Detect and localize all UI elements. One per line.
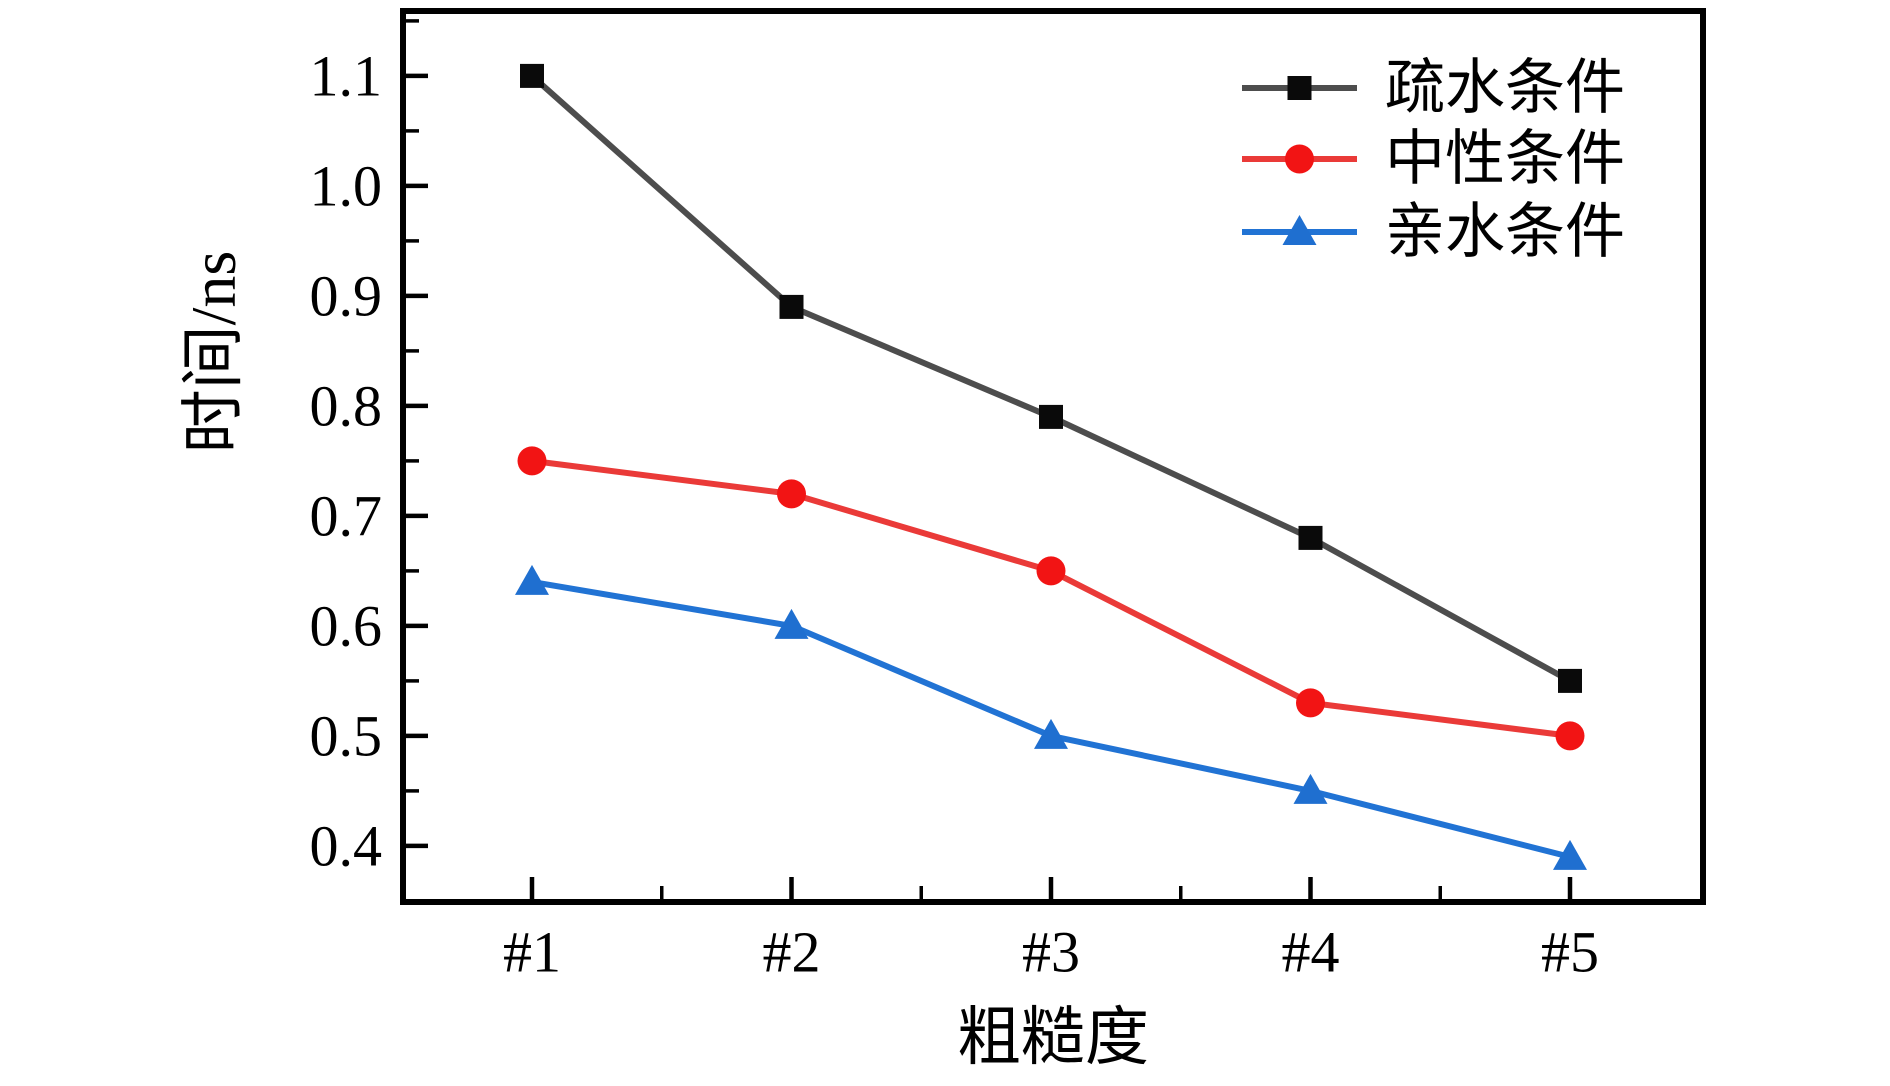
y-tick-label: 1.1 (310, 43, 383, 108)
series-hydrophobic-marker-point (1558, 668, 1582, 693)
x-axis-title: 粗糙度 (957, 1002, 1149, 1073)
legend-neutral-marker (1285, 144, 1314, 174)
legend-hydrophobic-marker (1287, 76, 1312, 100)
series-hydrophilic-marker-point (515, 564, 549, 595)
y-tick-label: 0.6 (310, 593, 383, 658)
y-tick-label: 0.4 (310, 813, 383, 878)
series-neutral-marker-point (777, 479, 806, 509)
series-hydrophilic-marker-point (1034, 718, 1068, 749)
series-hydrophilic-marker-point (1553, 839, 1587, 870)
x-tick-label: #2 (763, 920, 821, 985)
x-tick-label: #3 (1022, 920, 1080, 985)
series-hydrophobic-marker-point (1298, 525, 1323, 550)
series-hydrophobic-marker-point (520, 63, 544, 88)
x-tick-label: #4 (1282, 920, 1340, 985)
x-tick-label: #1 (503, 920, 561, 985)
series-neutral-marker-point (1555, 721, 1585, 751)
legend-hydrophobic-label: 疏水条件 (1385, 55, 1625, 121)
y-tick-label: 0.9 (310, 263, 383, 328)
legend-hydrophilic-marker (1282, 215, 1317, 245)
series-neutral-marker-point (517, 446, 547, 476)
series-neutral-marker-point (1296, 688, 1325, 718)
y-tick-label: 0.7 (310, 483, 383, 548)
series-neutral-marker-point (1036, 556, 1066, 586)
plot-border (400, 8, 1706, 905)
series-hydrophilic-marker-point (774, 608, 809, 639)
y-axis-title: 时间/ns (178, 250, 249, 454)
series-hydrophilic-marker-point (1293, 773, 1328, 804)
y-tick-label: 0.5 (310, 703, 383, 768)
x-tick-label: #5 (1541, 920, 1599, 985)
y-tick-label: 1.0 (310, 153, 383, 218)
series-hydrophobic-marker-point (779, 294, 804, 319)
legend-neutral-label: 中性条件 (1385, 126, 1625, 192)
legend-hydrophilic-label: 亲水条件 (1385, 199, 1625, 265)
series-hydrophobic-marker-point (1039, 404, 1063, 429)
y-tick-label: 0.8 (310, 373, 383, 438)
